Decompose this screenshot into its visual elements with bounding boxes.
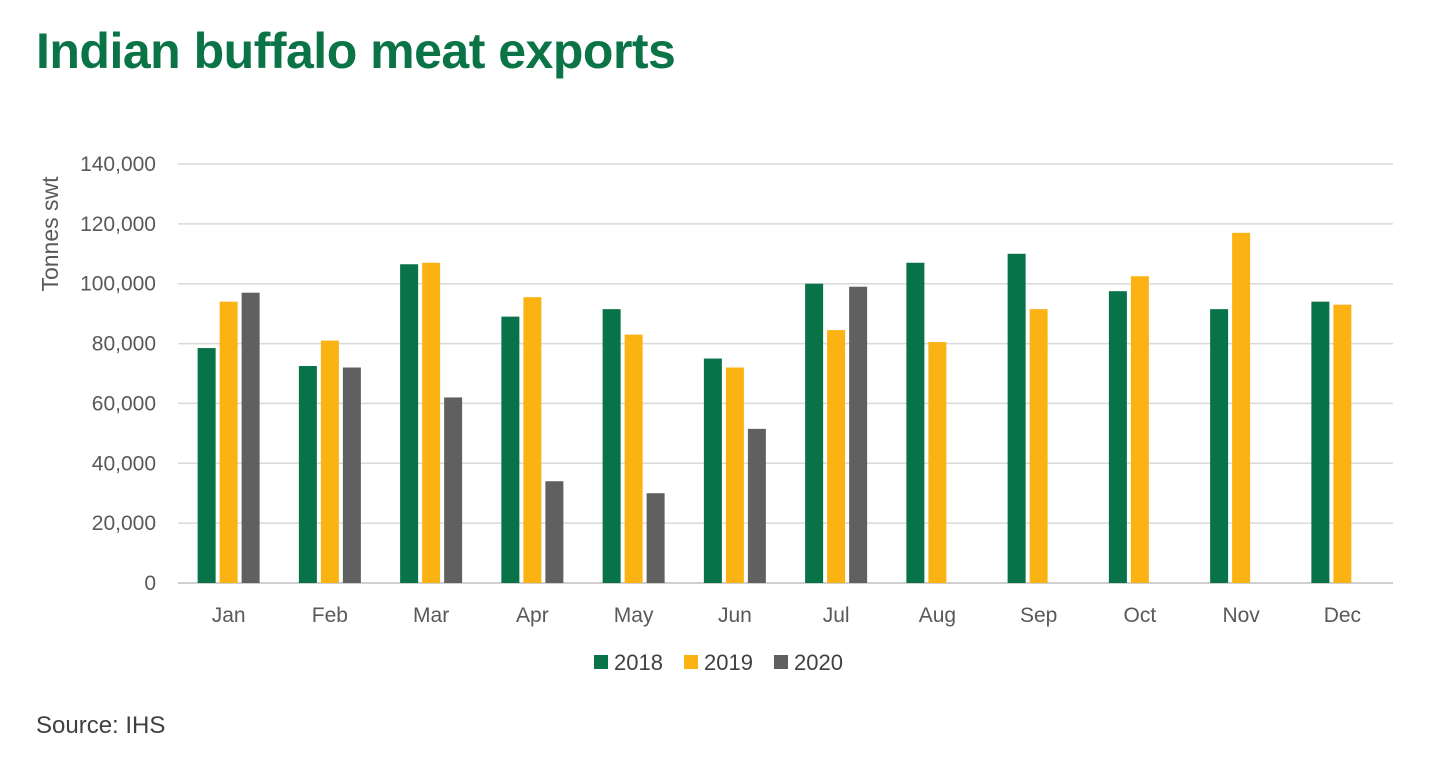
y-tick-label: 0 [144,572,156,595]
bars [197,232,1352,584]
legend-label-2020: 2020 [794,650,843,675]
bar-chart: 0 20,000 40,000 60,000 80,000 100,000 120,000 1… [37,153,1393,675]
bar-2018-mar [400,264,419,583]
bar-2020-apr [545,481,564,583]
x-tick-label: Nov [1222,604,1260,627]
x-tick-label: Mar [413,604,449,627]
chart-title: Indian buffalo meat exports [36,23,676,79]
x-tick-label: Apr [516,604,549,627]
bar-2018-jun [703,358,722,583]
bar-2018-sep [1007,253,1026,584]
bar-2019-jun [725,367,744,583]
bar-2018-oct [1108,291,1127,583]
y-tick-label: 120,000 [80,213,156,236]
x-axis-tick-labels: Jan Feb Mar Apr May Jun Jul Aug Sep Oct Nov Dec [212,604,1361,627]
bar-2018-jul [805,283,824,583]
gridlines [178,163,1393,584]
bar-2019-feb [320,340,339,583]
bar-2020-jun [747,428,766,583]
legend-swatch-2020 [774,655,788,669]
x-tick-label: Jul [823,604,850,627]
y-tick-label: 80,000 [92,333,156,356]
y-axis-label: Tonnes swt [37,176,63,292]
y-tick-label: 100,000 [80,273,156,296]
bar-2020-jan [241,292,260,583]
bar-2020-jul [849,286,868,583]
bar-2018-dec [1311,301,1330,583]
bar-2019-jan [219,301,238,583]
y-tick-label: 20,000 [92,512,156,535]
y-axis-tick-labels: 0 20,000 40,000 60,000 80,000 100,000 120,000 1… [80,153,156,595]
bar-2018-nov [1210,309,1229,583]
legend-swatch-2018 [594,655,608,669]
bar-2019-apr [523,297,542,583]
y-tick-label: 60,000 [92,392,156,415]
x-tick-label: Jun [718,604,752,627]
bar-2019-dec [1333,304,1352,583]
x-tick-label: Sep [1020,604,1057,627]
bar-2019-nov [1232,232,1251,584]
x-tick-label: Aug [919,604,956,627]
x-tick-label: Oct [1124,604,1157,627]
y-tick-label: 140,000 [80,153,156,176]
bar-2019-may [624,334,643,583]
bar-2018-feb [298,366,317,583]
legend-label-2019: 2019 [704,650,753,675]
y-tick-label: 40,000 [92,452,156,475]
bar-2018-aug [906,262,925,583]
x-tick-label: Feb [312,604,348,627]
bar-2019-aug [928,342,947,583]
x-tick-label: Dec [1324,604,1361,627]
bar-2018-may [602,309,621,583]
source-note: Source: IHS [36,712,166,739]
bar-2019-mar [422,262,441,583]
bar-2020-feb [342,367,361,583]
bar-2018-apr [501,316,520,583]
x-tick-label: May [614,604,654,627]
bar-2019-jul [827,330,846,583]
bar-2020-may [646,493,665,583]
legend-swatch-2019 [684,655,698,669]
bar-2020-mar [444,397,463,583]
x-tick-label: Jan [212,604,246,627]
legend: 2018 2019 2020 [594,650,843,675]
bar-2019-oct [1130,276,1149,583]
bar-2018-jan [197,348,216,583]
bar-2019-sep [1029,309,1048,583]
legend-label-2018: 2018 [614,650,663,675]
